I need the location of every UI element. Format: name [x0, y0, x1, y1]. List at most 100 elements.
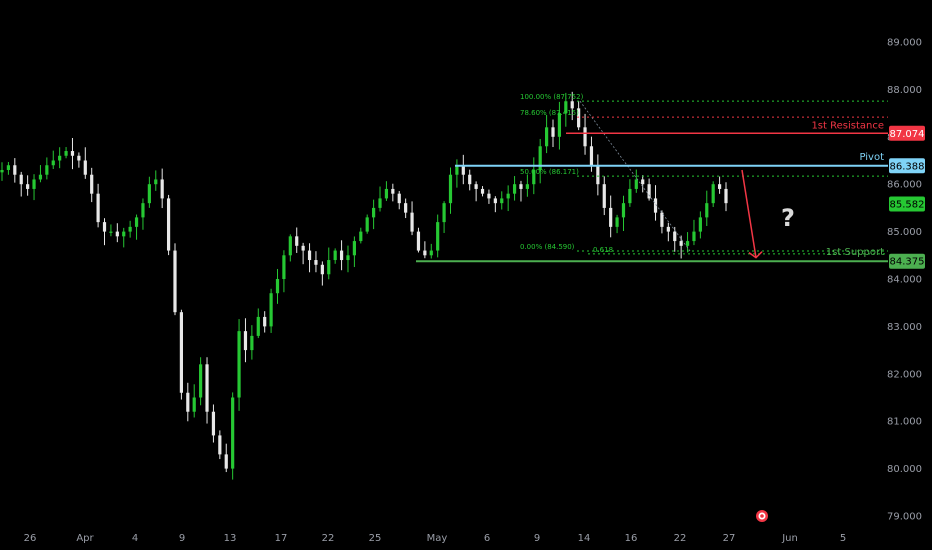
time-tick-label: 17	[275, 533, 288, 544]
pivot-price-tag: 86.388	[889, 158, 925, 174]
candle-body	[288, 236, 292, 256]
candle-body	[314, 260, 318, 265]
candle-body	[519, 184, 523, 189]
price-tick-label: 85.000	[887, 227, 922, 238]
candle-body	[724, 188, 728, 204]
candle-body	[186, 392, 190, 412]
fib-label-100: 100.00% (87.752)	[520, 93, 584, 101]
candle-body	[128, 226, 132, 232]
candle-body	[506, 193, 510, 199]
candle-body	[583, 127, 587, 147]
candle-body	[237, 331, 241, 398]
candle-body	[717, 184, 722, 189]
candle-body	[551, 127, 555, 137]
support-label: 1st Support	[826, 247, 884, 258]
time-tick-label: 6	[484, 533, 490, 544]
candle-body	[179, 312, 183, 393]
time-tick-label: 22	[674, 533, 687, 544]
fib-label-50: 50.00% (86.171)	[520, 168, 579, 176]
candle-body	[487, 193, 491, 199]
candle-body	[365, 217, 369, 232]
time-axis[interactable]: 26 Apr 4 9 13 17 22 25 May 6 9 14 16 22 27 Jun 5	[24, 533, 847, 544]
candle-body	[397, 193, 401, 204]
projection-arrow	[741, 169, 763, 259]
candle-body	[166, 198, 171, 251]
price-tick-label: 82.000	[887, 369, 922, 380]
candle-body	[705, 203, 709, 218]
candle-body	[480, 188, 485, 194]
candle-body	[83, 160, 87, 175]
time-tick-label: 9	[534, 533, 540, 544]
candle-body	[282, 255, 286, 279]
candle-body	[263, 316, 267, 327]
candle-body	[359, 231, 363, 242]
candle-body	[448, 174, 453, 204]
candle-body	[685, 241, 690, 246]
candle-body	[352, 241, 356, 256]
candle-body	[692, 231, 696, 242]
resistance-price-tag: 87.074	[889, 125, 925, 141]
candle-body	[577, 108, 581, 128]
candle-body	[192, 397, 196, 412]
time-tick-label: 13	[224, 533, 237, 544]
candle-body	[423, 250, 427, 256]
price-tick-label: 81.000	[887, 417, 922, 428]
resistance-label: 1st Resistance	[811, 120, 884, 131]
price-axis[interactable]: 79.000 80.000 81.000 82.000 83.000 84.000 85.0…	[887, 38, 922, 523]
time-tick-label: 14	[578, 533, 591, 544]
candle-body	[275, 279, 280, 294]
current-price-tag: 85.582	[889, 196, 925, 212]
candle-body	[211, 411, 216, 436]
candle-body	[38, 174, 43, 180]
candle-body	[378, 198, 382, 208]
candle-body	[538, 146, 542, 170]
time-tick-label: 5	[840, 533, 846, 544]
price-tick-label: 86.000	[887, 180, 922, 191]
price-tick-label: 84.000	[887, 275, 922, 286]
candle-body	[141, 203, 145, 218]
candle-body	[673, 231, 677, 242]
fibonacci-retracement: 100.00% (87.752) 78.60% (87.415) 50.00% …	[520, 93, 888, 255]
candle-body	[468, 174, 472, 185]
candle-body	[564, 101, 568, 114]
candle-body	[410, 212, 414, 232]
candle-body	[32, 179, 36, 189]
price-tick-label: 80.000	[887, 464, 922, 475]
candle-body	[660, 212, 664, 227]
time-tick-label: Jun	[781, 533, 798, 544]
candle-body	[532, 169, 536, 185]
candle-body	[641, 179, 645, 185]
candle-body	[500, 198, 504, 204]
candle-body	[512, 184, 517, 194]
candle-body	[333, 250, 337, 261]
candle-body	[346, 255, 350, 261]
candle-body	[147, 184, 151, 204]
candle-body	[391, 188, 395, 194]
candle-body	[134, 217, 139, 227]
candle-body	[77, 155, 81, 161]
candle-body	[224, 454, 228, 469]
candle-body	[301, 245, 305, 251]
candle-body	[404, 203, 408, 213]
time-tick-label: 26	[24, 533, 37, 544]
candle-body	[109, 231, 113, 233]
fib-label-618: 0.618	[593, 246, 613, 254]
fib-label-0: 0.00% (84.590)	[520, 243, 575, 251]
candle-body	[461, 165, 465, 175]
candle-body	[0, 169, 4, 173]
pivot-price-value: 86.388	[890, 161, 925, 172]
candle-body	[711, 184, 715, 204]
time-tick-label: 25	[369, 533, 382, 544]
event-marker-icon[interactable]	[756, 510, 768, 522]
candle-body	[256, 316, 260, 336]
time-tick-label: Apr	[76, 533, 94, 544]
candle-body	[199, 364, 203, 398]
candle-body	[218, 435, 222, 455]
candle-body	[96, 193, 100, 223]
candle-body	[455, 165, 459, 175]
price-tick-label: 79.000	[887, 512, 922, 523]
candle-body	[51, 160, 55, 166]
candle-body	[596, 165, 600, 185]
pivot-label: Pivot	[859, 152, 884, 163]
